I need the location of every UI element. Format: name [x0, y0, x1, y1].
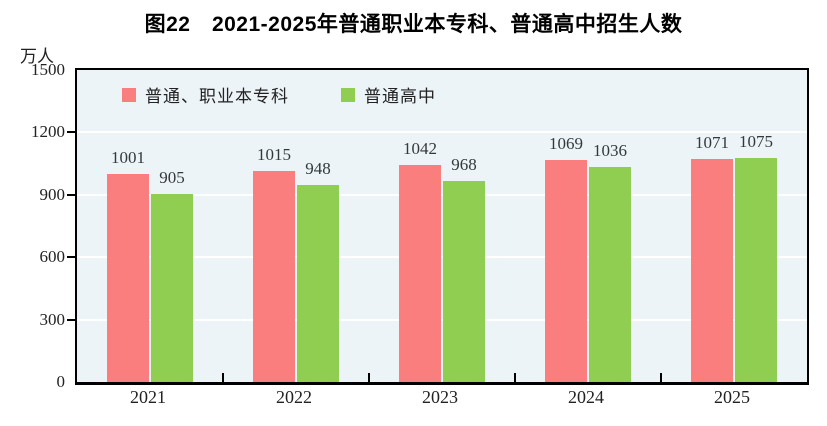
y-axis-label-300: 300 — [39, 309, 66, 329]
bar-2025-series-1 — [735, 158, 777, 382]
y-axis-label-0: 0 — [56, 372, 66, 391]
chart-title: 图22 2021-2025年普通职业本专科、普通高中招生人数 — [144, 13, 683, 36]
gridline-600 — [77, 256, 807, 259]
bar-2022-series-1 — [297, 184, 339, 382]
gridline-1200 — [77, 131, 807, 134]
bar-2024-series-1 — [589, 166, 631, 382]
x-axis-tick-4 — [660, 373, 662, 382]
y-axis-label-600: 600 — [39, 247, 66, 267]
bar-2021-series-0 — [107, 173, 149, 382]
x-axis-label-2024: 2024 — [568, 387, 604, 407]
bar-2024-series-0 — [545, 159, 587, 382]
x-axis-label-2022: 2022 — [276, 387, 312, 407]
y-axis-label-1200: 1200 — [31, 122, 65, 142]
plot-inner: 普通、职业本专科 普通高中 1001 905 1015 948 1042 968 1069 1… — [77, 70, 807, 382]
bar-value-2024-series-0: 1069 — [549, 133, 583, 153]
y-axis-label-1500: 1500 — [31, 60, 65, 79]
y-axis-unit-label: 万人 — [20, 47, 54, 66]
bar-value-2021-series-0: 1001 — [111, 147, 145, 167]
bar-2022-series-0 — [253, 170, 295, 382]
bar-2023-series-1 — [443, 180, 485, 382]
x-axis-tick-1 — [222, 373, 224, 382]
x-axis-tick-2 — [368, 373, 370, 382]
gridline-300 — [77, 318, 807, 321]
bar-value-2022-series-0: 1015 — [257, 144, 291, 164]
legend-swatch-gaozhong — [341, 87, 355, 102]
y-axis-tick-600 — [67, 256, 75, 259]
legend-label-benzhuanke: 普通、职业本专科 — [145, 87, 289, 106]
legend-swatch-benzhuanke — [122, 87, 136, 102]
bar-2023-series-0 — [399, 165, 441, 382]
bar-value-2021-series-1: 905 — [159, 167, 185, 187]
y-axis-tick-300 — [67, 318, 75, 321]
bar-2021-series-1 — [151, 193, 193, 382]
x-axis-label-2021: 2021 — [130, 387, 166, 407]
bar-value-2023-series-0: 1042 — [403, 139, 437, 159]
legend-item-benzhuanke: 普通、职业本专科 — [122, 82, 289, 107]
bar-value-2025-series-1: 1075 — [739, 132, 773, 152]
plot-area: 普通、职业本专科 普通高中 1001 905 1015 948 1042 968 1069 1… — [75, 68, 809, 385]
legend: 普通、职业本专科 普通高中 — [122, 82, 436, 107]
bar-2025-series-0 — [691, 159, 733, 382]
bar-value-2025-series-0: 1071 — [695, 133, 729, 153]
y-axis-tick-1200 — [67, 131, 75, 134]
y-axis-tick-900 — [67, 193, 75, 196]
bar-value-2023-series-1: 968 — [451, 154, 477, 174]
gridline-900 — [77, 193, 807, 196]
x-axis-label-2023: 2023 — [422, 387, 458, 407]
x-axis-tick-3 — [514, 373, 516, 382]
bar-value-2022-series-1: 948 — [305, 158, 331, 178]
x-axis-label-2025: 2025 — [714, 387, 750, 407]
legend-label-gaozhong: 普通高中 — [364, 87, 436, 106]
legend-item-gaozhong: 普通高中 — [341, 82, 436, 107]
bar-value-2024-series-1: 1036 — [593, 140, 627, 160]
y-axis-label-900: 900 — [39, 184, 66, 204]
